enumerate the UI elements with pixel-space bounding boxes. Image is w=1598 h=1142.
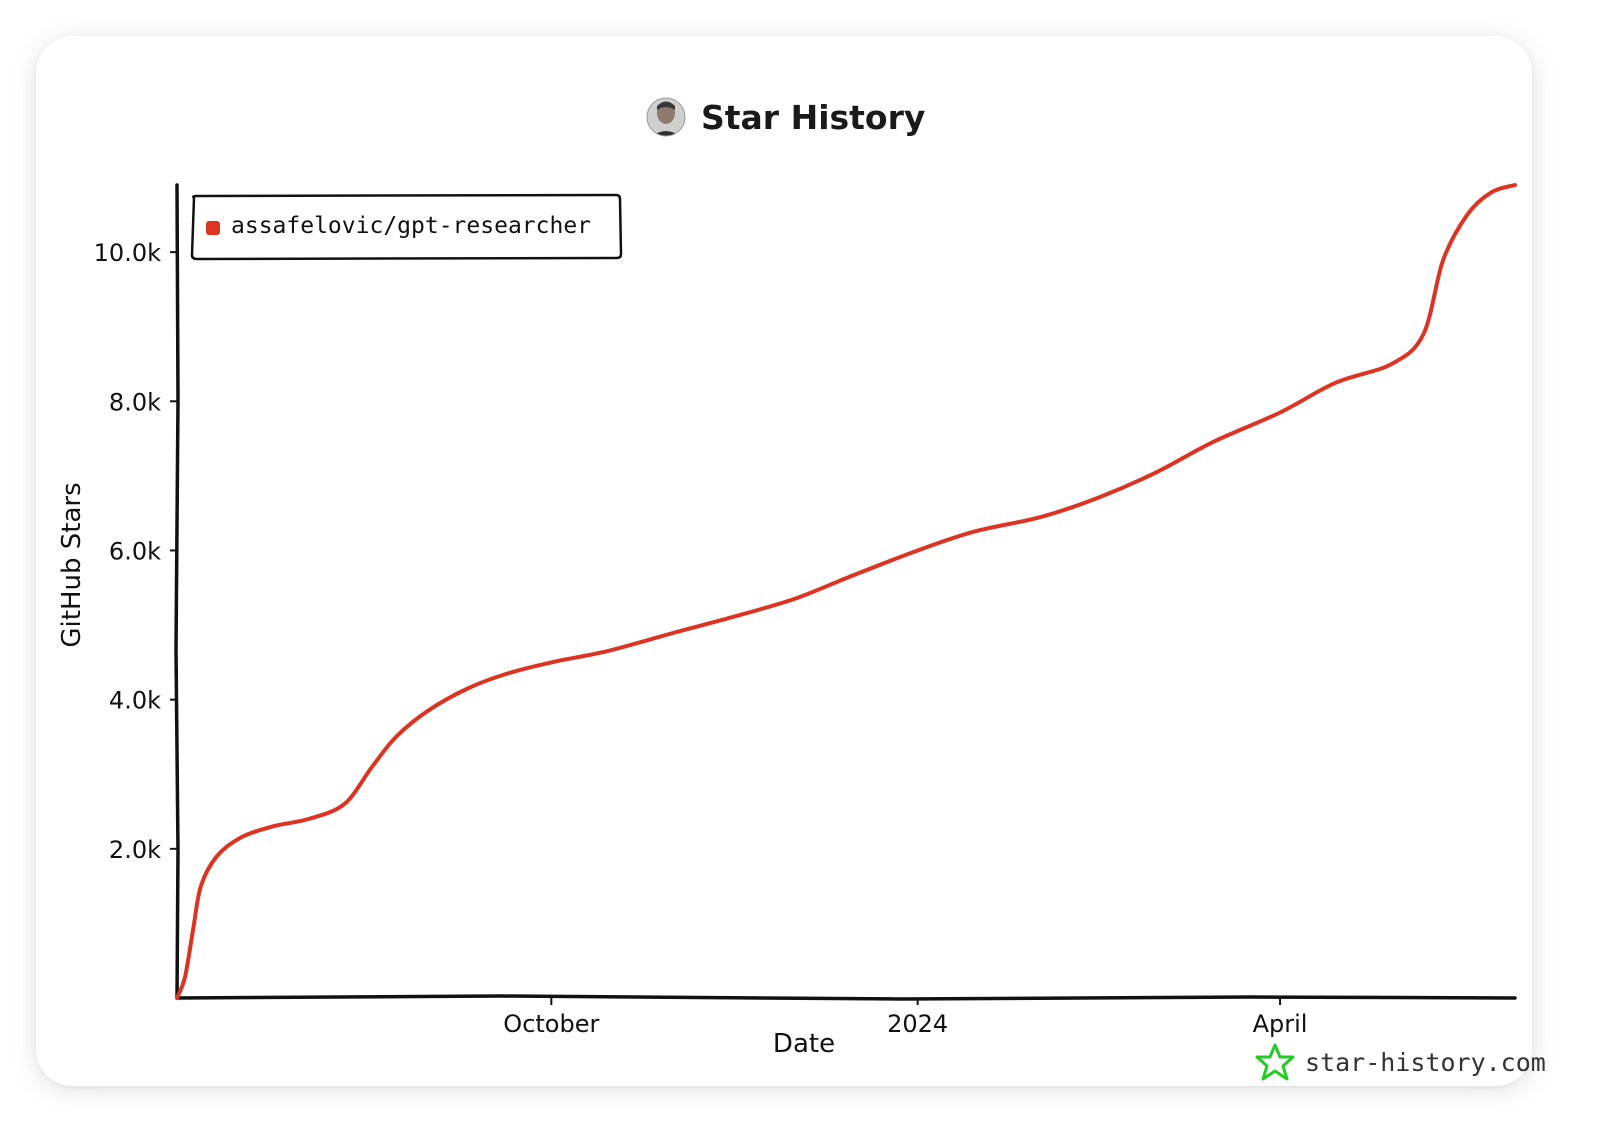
series-lines [175,183,1517,1000]
chart-title-text: Star History [701,98,925,137]
avatar-icon [646,97,686,137]
legend-swatch [206,221,220,235]
y-axis-ticks: 2.0k 4.0k 6.0k 8.0k 10.0k [94,239,177,864]
legend-box [190,193,623,261]
x-axis-label: Date [773,1029,835,1059]
watermark-text[interactable]: star-history.com [1305,1048,1546,1077]
x-axis-ticks: October 2024 April [503,998,1307,1038]
x-tick-label: April [1253,1010,1308,1038]
y-axis-line [174,183,180,1000]
x-axis-line [175,994,1517,1001]
y-tick-label: 4.0k [109,687,161,715]
y-tick-label: 2.0k [109,836,161,864]
y-axis-label: GitHub Stars [57,482,87,647]
y-tick-label: 6.0k [109,537,161,565]
x-tick-label: 2024 [887,1010,948,1038]
y-tick-label: 10.0k [94,239,161,267]
series-line-0 [175,183,1517,1000]
star-icon [1255,1043,1295,1081]
x-tick-label: October [503,1010,599,1038]
watermark[interactable]: star-history.com [1255,1043,1546,1081]
y-tick-label: 8.0k [109,388,161,416]
legend-series-label: assafelovic/gpt-researcher [231,213,591,239]
chart-title: Star History [646,97,925,137]
legend: assafelovic/gpt-researcher [190,193,623,261]
